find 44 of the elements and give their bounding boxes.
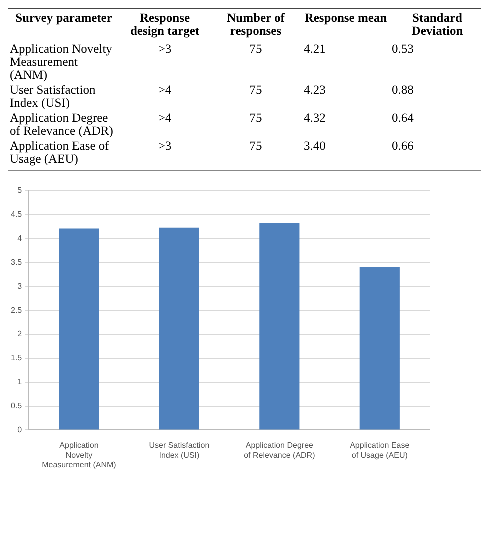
- bar: [260, 224, 300, 430]
- text: 4.21: [303, 42, 327, 58]
- x-tick-label: Application Ease of Usage (AEU): [350, 441, 410, 460]
- y-tick-label: 2: [18, 330, 23, 339]
- x-tick-label: User Satisfaction Index (USI): [149, 441, 210, 460]
- y-tick-label: 1.5: [10, 354, 23, 363]
- y-tick-label: 5: [18, 186, 23, 196]
- text: Response mean: [304, 11, 388, 27]
- y-tick-label: 2.5: [10, 306, 23, 315]
- text: Number of responses: [226, 11, 286, 40]
- text: User Satisfaction Index (USI): [9, 83, 97, 111]
- text: >4: [157, 83, 173, 99]
- text: 75: [248, 139, 264, 155]
- y-tick-label: 3: [18, 282, 23, 291]
- bar: [360, 268, 400, 430]
- text: 0.64: [391, 111, 415, 127]
- text: >4: [157, 111, 173, 127]
- text: >3: [157, 42, 173, 58]
- bar: [59, 228, 100, 430]
- text: Application Degree of Relevance (ADR): [9, 111, 114, 139]
- text: 3.40: [303, 139, 327, 155]
- text: 4.23: [303, 83, 327, 99]
- y-tick-label: 0.5: [10, 401, 23, 410]
- text: 0.88: [391, 83, 415, 99]
- text: Application Ease of Usage (AEU): [9, 139, 110, 167]
- text: Application Novelty Measurement (ANM): [9, 42, 114, 83]
- y-tick-label: 3.5: [10, 258, 23, 267]
- text: 4.32: [303, 111, 327, 127]
- text: 75: [248, 42, 264, 58]
- text: Response design target: [129, 11, 201, 40]
- y-tick-label: 1: [18, 378, 23, 387]
- y-tick-label: 4: [18, 234, 23, 244]
- x-tick-label: Application Degree of Relevance (ADR): [244, 441, 316, 460]
- text: Survey parameter: [14, 11, 114, 27]
- y-tick-label: 4.5: [10, 210, 23, 220]
- text: >3: [157, 139, 173, 155]
- text: Standard Deviation: [410, 11, 464, 40]
- text: 75: [248, 111, 264, 127]
- x-tick-label: Application Novelty Measurement (ANM): [42, 441, 117, 470]
- bar: [159, 228, 200, 430]
- text: 75: [248, 83, 264, 99]
- y-tick-label: 0: [18, 425, 23, 434]
- text: 0.66: [391, 139, 415, 155]
- text: 0.53: [391, 42, 415, 58]
